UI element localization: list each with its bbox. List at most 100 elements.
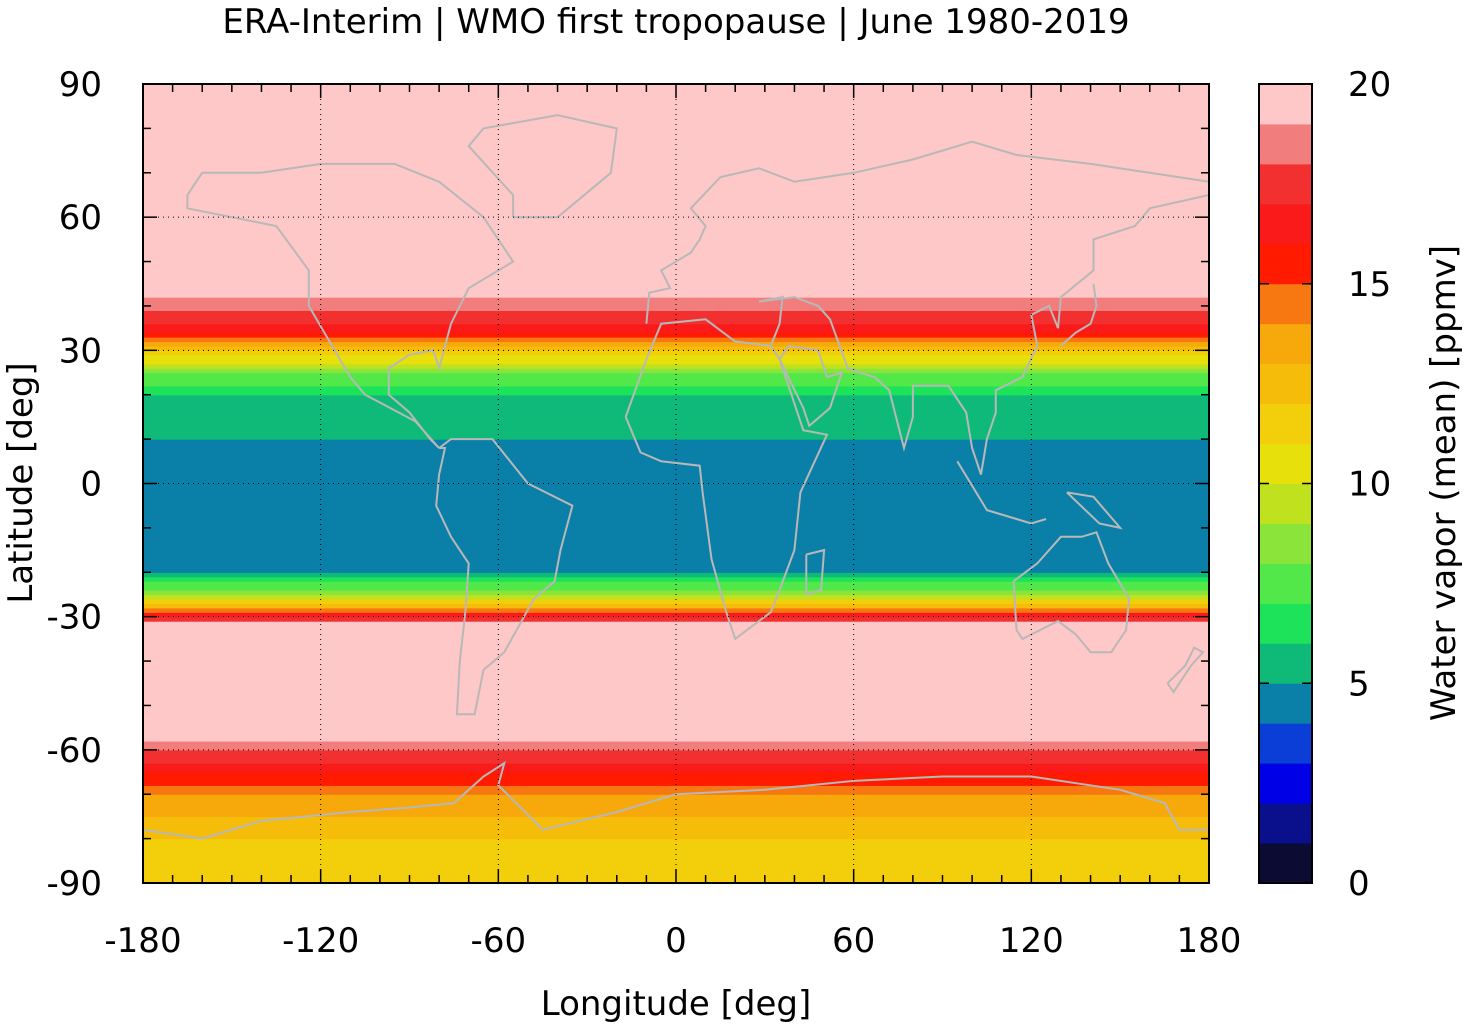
- colorbar-swatch: [1259, 803, 1312, 844]
- continent-outline: [805, 548, 826, 596]
- colorbar-tick-label: 0: [1348, 864, 1370, 904]
- continent-outline: [1060, 283, 1098, 347]
- heat-band: [143, 403, 1209, 409]
- colorbar-tick-label: 10: [1348, 465, 1391, 505]
- continent-outlines: [143, 114, 1209, 840]
- heat-band: [143, 226, 1209, 232]
- heat-band: [143, 110, 1209, 116]
- heat-band: [143, 314, 1209, 320]
- heat-band: [143, 483, 1209, 489]
- heat-band: [143, 341, 1209, 347]
- heat-band: [143, 794, 1209, 800]
- heat-band: [143, 745, 1209, 751]
- colorbar-swatch: [1259, 563, 1312, 604]
- heat-band: [143, 332, 1209, 338]
- heat-band: [143, 625, 1209, 631]
- heat-band: [143, 310, 1209, 316]
- heat-band: [143, 381, 1209, 387]
- heat-band: [143, 789, 1209, 795]
- heat-band: [143, 168, 1209, 174]
- heat-band: [143, 394, 1209, 400]
- heat-band: [143, 123, 1209, 129]
- heat-band: [143, 767, 1209, 773]
- heat-band: [143, 558, 1209, 564]
- heat-band: [143, 190, 1209, 196]
- heat-band: [143, 647, 1209, 653]
- heat-band: [143, 283, 1209, 289]
- colorbar-swatch: [1259, 523, 1312, 564]
- heat-band: [143, 860, 1209, 866]
- y-tick-label: -90: [46, 864, 102, 904]
- heat-band: [143, 447, 1209, 454]
- continent-outline: [1166, 646, 1205, 694]
- chart-title: ERA-Interim | WMO first tropopause | Jun…: [222, 2, 1129, 42]
- plot-area: [143, 84, 1209, 883]
- heat-band: [143, 727, 1209, 733]
- heat-band: [143, 274, 1209, 280]
- heat-band: [143, 354, 1209, 360]
- heat-band: [143, 661, 1209, 667]
- heat-band: [143, 279, 1209, 285]
- heat-band: [143, 687, 1209, 693]
- colorbar-tick-label: 20: [1348, 65, 1391, 105]
- heat-band: [143, 359, 1209, 365]
- heat-band: [143, 634, 1209, 640]
- heat-band: [143, 203, 1209, 209]
- colorbar-swatch: [1259, 683, 1312, 724]
- heat-band: [143, 749, 1209, 755]
- heat-band: [143, 829, 1209, 835]
- heat-band: [143, 523, 1209, 529]
- x-tick-label: -60: [471, 921, 527, 961]
- heat-band: [143, 119, 1209, 125]
- heat-band: [143, 847, 1209, 853]
- heat-band: [143, 146, 1209, 152]
- heat-band: [143, 629, 1209, 636]
- x-tick-label: -120: [282, 921, 359, 961]
- heat-band: [143, 740, 1209, 746]
- heat-band: [143, 265, 1209, 272]
- continent-outline: [143, 760, 1209, 840]
- heat-band: [143, 803, 1209, 809]
- heat-band: [143, 585, 1209, 591]
- heat-band: [143, 758, 1209, 764]
- heat-band: [143, 621, 1209, 627]
- heat-band: [143, 252, 1209, 258]
- heat-band: [143, 292, 1209, 298]
- heat-band: [143, 776, 1209, 782]
- x-tick-labels: -180 -120 -60 0 60 120 180: [104, 921, 1241, 961]
- heat-band: [143, 603, 1209, 609]
- heat-band: [143, 563, 1209, 569]
- heat-band: [143, 665, 1209, 671]
- colorbar-label: Water vapor (mean) [ppmv]: [1424, 245, 1464, 721]
- heat-band: [143, 554, 1209, 560]
- colorbar-tick-label: 5: [1348, 664, 1370, 704]
- heat-band: [143, 115, 1209, 121]
- heat-band: [143, 439, 1209, 445]
- colorbar-swatch: [1259, 283, 1312, 325]
- heat-band: [143, 643, 1209, 649]
- heat-band: [143, 243, 1209, 249]
- heat-band: [143, 474, 1209, 480]
- heat-band: [143, 363, 1209, 369]
- heat-band: [143, 669, 1209, 675]
- y-tick-label: 60: [59, 198, 102, 238]
- colorbar-swatch: [1259, 723, 1312, 764]
- heat-band: [143, 780, 1209, 786]
- heat-band: [143, 368, 1209, 374]
- grid-lines: [143, 84, 1209, 883]
- heat-band: [143, 350, 1209, 356]
- heat-band: [143, 705, 1209, 711]
- heat-band: [143, 288, 1209, 294]
- y-tick-label: 0: [80, 465, 102, 505]
- heat-band: [143, 208, 1209, 214]
- heat-band: [143, 159, 1209, 165]
- heat-band: [143, 408, 1209, 414]
- x-tick-label: 180: [1177, 921, 1242, 961]
- heat-band: [143, 132, 1209, 138]
- x-axis-label: Longitude [deg]: [541, 984, 812, 1024]
- heat-band: [143, 825, 1209, 831]
- heat-band: [143, 785, 1209, 791]
- continent-outline: [645, 140, 1209, 324]
- x-tick-label: 0: [665, 921, 687, 961]
